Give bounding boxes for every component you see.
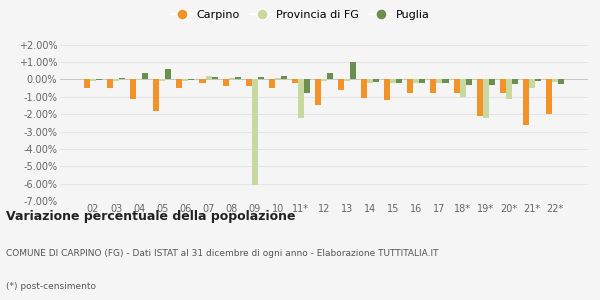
Bar bbox=[84, 80, 90, 88]
Bar bbox=[397, 80, 403, 83]
Bar bbox=[500, 80, 506, 93]
Bar bbox=[142, 73, 148, 80]
Bar bbox=[535, 80, 541, 81]
Text: COMUNE DI CARPINO (FG) - Dati ISTAT al 31 dicembre di ogni anno - Elaborazione T: COMUNE DI CARPINO (FG) - Dati ISTAT al 3… bbox=[6, 249, 439, 258]
Bar bbox=[523, 80, 529, 124]
Bar bbox=[292, 80, 298, 83]
Bar bbox=[419, 80, 425, 83]
Bar bbox=[113, 80, 119, 81]
Bar bbox=[321, 80, 327, 81]
Bar bbox=[407, 80, 413, 93]
Bar bbox=[304, 80, 310, 93]
Bar bbox=[390, 80, 397, 83]
Bar bbox=[199, 80, 206, 83]
Bar bbox=[258, 77, 264, 80]
Bar bbox=[384, 80, 390, 100]
Bar bbox=[281, 76, 287, 80]
Bar bbox=[476, 80, 482, 116]
Bar bbox=[223, 80, 229, 86]
Bar bbox=[367, 80, 373, 83]
Bar bbox=[338, 80, 344, 90]
Bar bbox=[436, 80, 442, 83]
Bar bbox=[413, 80, 419, 83]
Text: (*) post-censimento: (*) post-censimento bbox=[6, 282, 96, 291]
Bar bbox=[482, 80, 488, 118]
Bar bbox=[350, 62, 356, 80]
Bar bbox=[176, 80, 182, 88]
Bar bbox=[529, 80, 535, 88]
Bar bbox=[212, 77, 218, 80]
Bar bbox=[153, 80, 160, 111]
Bar bbox=[442, 80, 449, 83]
Bar bbox=[558, 80, 564, 84]
Bar bbox=[107, 80, 113, 88]
Bar bbox=[327, 73, 333, 80]
Bar bbox=[229, 78, 235, 80]
Bar bbox=[166, 69, 172, 80]
Bar bbox=[182, 80, 188, 81]
Bar bbox=[315, 80, 321, 106]
Bar bbox=[546, 80, 552, 114]
Bar bbox=[119, 78, 125, 80]
Bar bbox=[430, 80, 436, 93]
Bar bbox=[506, 80, 512, 98]
Bar bbox=[552, 80, 558, 82]
Bar bbox=[269, 80, 275, 88]
Bar bbox=[90, 80, 96, 81]
Bar bbox=[373, 80, 379, 82]
Bar bbox=[245, 80, 251, 86]
Bar bbox=[460, 80, 466, 97]
Bar bbox=[235, 77, 241, 80]
Bar bbox=[361, 80, 367, 98]
Bar bbox=[298, 80, 304, 118]
Bar bbox=[454, 80, 460, 93]
Bar bbox=[206, 76, 212, 80]
Bar bbox=[251, 80, 258, 185]
Bar bbox=[275, 78, 281, 80]
Bar bbox=[160, 80, 166, 81]
Bar bbox=[512, 80, 518, 84]
Text: Variazione percentuale della popolazione: Variazione percentuale della popolazione bbox=[6, 210, 296, 223]
Bar bbox=[130, 80, 136, 98]
Legend: Carpino, Provincia di FG, Puglia: Carpino, Provincia di FG, Puglia bbox=[166, 6, 434, 24]
Bar bbox=[466, 80, 472, 85]
Bar bbox=[344, 80, 350, 81]
Bar bbox=[488, 80, 495, 85]
